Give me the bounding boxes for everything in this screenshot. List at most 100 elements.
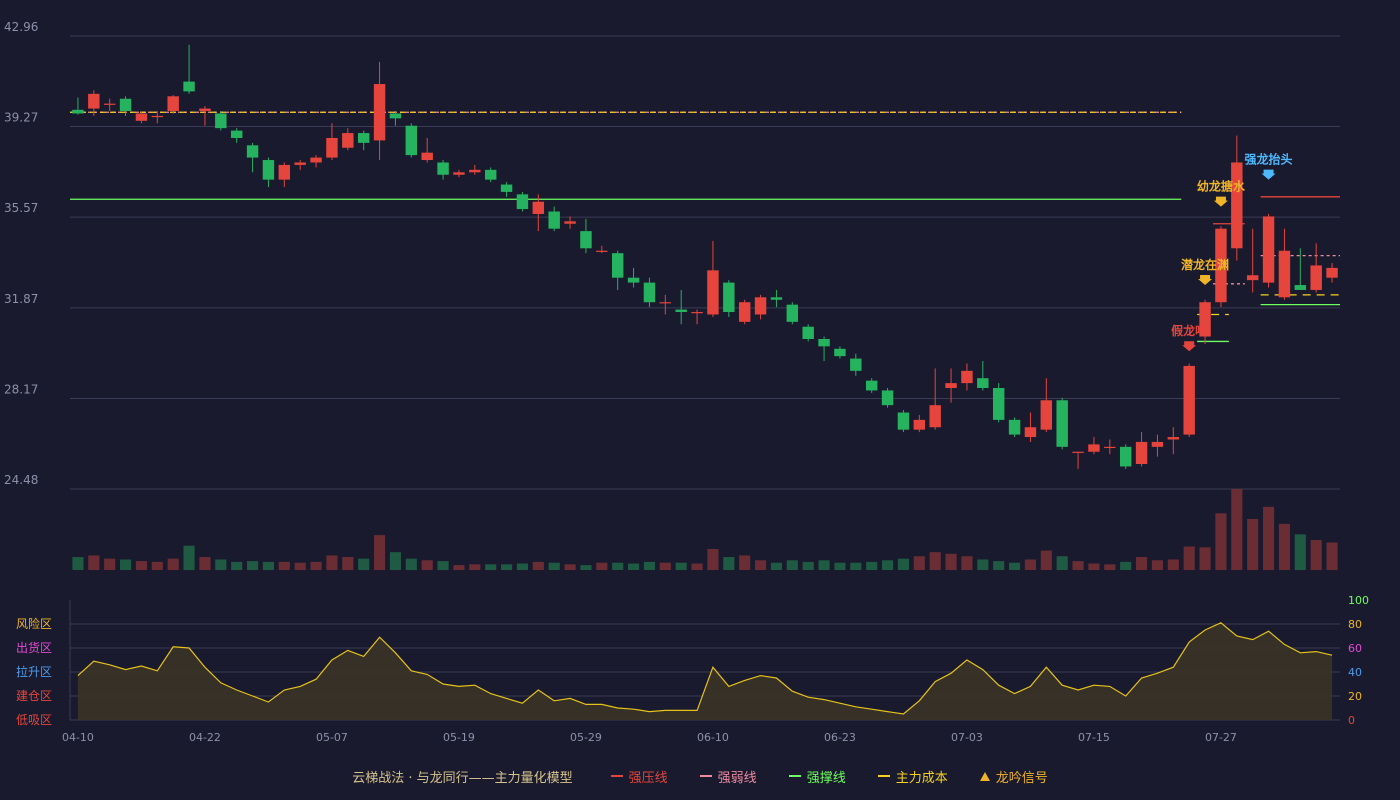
- osc-line: [77, 622, 1333, 715]
- candle-body: [516, 194, 529, 210]
- chart-legend: 云梯战法 · 与龙同行——主力量化模型 强压线 强弱线 强撑线 主力成本 龙吟信…: [0, 764, 1400, 788]
- volume-bar: [1088, 563, 1100, 570]
- candle-body: [1326, 267, 1338, 278]
- candle-body: [977, 378, 989, 389]
- candle-body: [1294, 285, 1307, 290]
- legend-swatch-icon: [788, 775, 801, 777]
- date-tick-label: 04-22: [189, 731, 221, 744]
- candle-body: [564, 221, 576, 224]
- candle-body: [850, 358, 862, 371]
- candle-body: [1040, 400, 1053, 430]
- candle-body: [215, 113, 227, 129]
- candle-body: [484, 169, 497, 180]
- volume-bar: [786, 560, 798, 570]
- date-tick-label: 05-29: [570, 731, 602, 744]
- legend-label: 强弱线: [717, 770, 757, 786]
- volume-bar: [1040, 550, 1052, 570]
- volume-bar: [818, 560, 830, 570]
- candle-body: [1167, 437, 1180, 440]
- candle-body: [548, 211, 560, 229]
- volume-bar: [977, 559, 989, 570]
- volume-bar: [342, 557, 354, 570]
- candle-body: [500, 184, 513, 192]
- legend-dragon-signal[interactable]: 龙吟信号: [979, 767, 1048, 786]
- candle-body: [1024, 427, 1037, 438]
- candle-body: [929, 405, 941, 428]
- candle-body: [1262, 216, 1275, 283]
- volume-bar: [1136, 557, 1148, 570]
- volume-bar: [151, 561, 163, 570]
- volume-bar: [739, 555, 751, 570]
- candle-body: [135, 113, 148, 121]
- candle-body: [437, 162, 449, 175]
- candle-body: [691, 312, 703, 314]
- volume-bar: [1104, 564, 1116, 570]
- volume-bar: [1310, 540, 1322, 570]
- signal-label: 假龙吟: [1171, 323, 1207, 338]
- volume-bar: [643, 561, 655, 570]
- candle-body: [1104, 446, 1116, 449]
- candle-body: [961, 370, 973, 384]
- volume-bar: [1183, 546, 1195, 570]
- legend-swatch-icon: [610, 775, 623, 777]
- candle-body: [596, 250, 608, 252]
- osc-area: [77, 622, 1333, 720]
- volume-bar: [453, 565, 465, 570]
- osc-tick-label: 0: [1348, 714, 1355, 727]
- osc-tick-label: 60: [1348, 642, 1362, 655]
- volume-bar: [1247, 518, 1259, 570]
- volume-bar: [897, 558, 909, 570]
- volume-bar: [469, 564, 481, 570]
- candle-body: [897, 412, 910, 430]
- candle-body: [834, 348, 846, 357]
- volume-bar: [691, 563, 703, 570]
- date-tick-label: 07-03: [951, 731, 983, 744]
- candle-body: [738, 302, 751, 322]
- candle-body: [992, 388, 1005, 420]
- candle-body: [167, 96, 179, 112]
- candle-body: [405, 125, 418, 156]
- price-tick-label: 35.57: [4, 201, 38, 215]
- osc-tick-label: 40: [1348, 666, 1362, 679]
- candle-body: [770, 297, 783, 300]
- candle-body: [659, 302, 672, 304]
- legend-label: 主力成本: [895, 770, 948, 786]
- date-tick-label: 04-10: [62, 731, 94, 744]
- candle-body: [103, 103, 116, 105]
- signal-arrow-icon: [1213, 196, 1228, 207]
- volume-bar: [516, 563, 528, 570]
- volume-bar: [405, 558, 417, 570]
- volume-bar: [1167, 559, 1179, 570]
- volume-bar: [1072, 561, 1084, 570]
- osc-zone-label: 拉升区: [16, 664, 52, 679]
- legend-weak-line[interactable]: 强弱线: [699, 767, 757, 786]
- candle-body: [421, 152, 433, 161]
- candle-body: [88, 93, 100, 109]
- legend-support-line[interactable]: 强撑线: [788, 767, 846, 786]
- legend-strong-pressure[interactable]: 强压线: [610, 767, 668, 786]
- candle-body: [310, 157, 322, 163]
- candle-body: [278, 164, 291, 180]
- candle-body: [389, 113, 402, 119]
- candle-body: [151, 115, 164, 118]
- candle-body: [1119, 446, 1132, 467]
- candle-body: [453, 172, 465, 175]
- volume-bar: [834, 562, 846, 570]
- candle-body: [1278, 250, 1291, 298]
- volume-bar: [485, 564, 497, 570]
- candle-body: [1231, 162, 1243, 249]
- volume-bar: [929, 552, 941, 570]
- legend-main-cost[interactable]: 主力成本: [877, 767, 948, 786]
- volume-bar: [374, 535, 386, 570]
- candle-body: [119, 98, 132, 112]
- legend-label: 强撑线: [806, 770, 846, 786]
- volume-bar: [1294, 534, 1306, 570]
- volume-bar: [628, 563, 640, 570]
- volume-bar: [770, 562, 782, 570]
- candle-body: [881, 390, 894, 406]
- indicator-lines: [70, 111, 1340, 343]
- volume-bar: [548, 562, 560, 570]
- signal-arrow-icon: [1198, 275, 1213, 286]
